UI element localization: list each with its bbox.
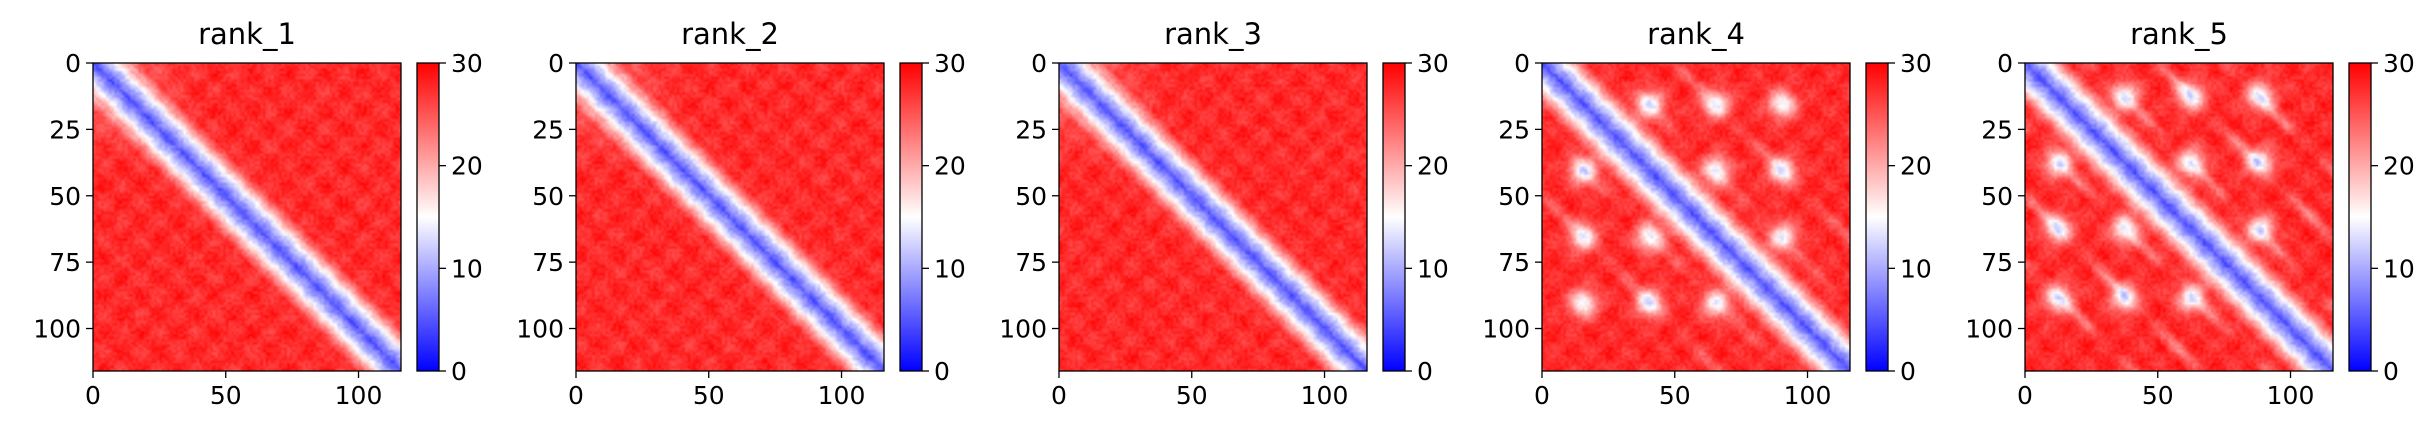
- panel-rank_4: rank_4 0 50 100 0 25 50 75 100 0 10 20 30: [1482, 17, 1932, 410]
- colorbar-tick-label: 30: [451, 49, 483, 78]
- y-tick-label: 75: [49, 248, 81, 277]
- y-tick-label: 25: [532, 115, 564, 144]
- y-tick-label: 75: [1498, 248, 1530, 277]
- y-tick-label: 50: [532, 182, 564, 211]
- y-tick-label: 50: [49, 182, 81, 211]
- plot-frame: [92, 62, 402, 372]
- colorbar-tick-label: 10: [934, 254, 966, 283]
- x-tick-label: 50: [1659, 381, 1691, 410]
- plot-frame: [2024, 62, 2334, 372]
- colorbar: [899, 62, 923, 372]
- y-tick-label: 0: [1031, 49, 1047, 78]
- y-tick-label: 0: [1997, 49, 2013, 78]
- y-tick-label: 25: [1981, 115, 2013, 144]
- panel-title: rank_5: [2130, 17, 2228, 51]
- colorbar: [416, 62, 440, 372]
- panel-title: rank_1: [198, 17, 296, 51]
- x-tick-label: 0: [85, 381, 101, 410]
- x-tick-label: 100: [2267, 381, 2315, 410]
- plot-frame: [1541, 62, 1851, 372]
- panel-title: rank_3: [1164, 17, 1262, 51]
- colorbar-tick-label: 30: [2383, 49, 2415, 78]
- y-tick-label: 100: [516, 315, 564, 344]
- heatmap-image: [2025, 63, 2333, 371]
- plot-frame: [575, 62, 885, 372]
- y-tick-label: 100: [1965, 315, 2013, 344]
- heatmap-image: [1059, 63, 1367, 371]
- panel-title: rank_2: [681, 17, 779, 51]
- colorbar-tick-label: 10: [1417, 254, 1449, 283]
- y-tick-label: 75: [1015, 248, 1047, 277]
- y-tick-label: 75: [532, 248, 564, 277]
- y-tick-label: 25: [1498, 115, 1530, 144]
- colorbar: [1865, 62, 1889, 372]
- x-tick-label: 0: [2017, 381, 2033, 410]
- colorbar-tick-label: 0: [2383, 357, 2399, 386]
- colorbar-tick-label: 0: [934, 357, 950, 386]
- y-tick-label: 50: [1981, 182, 2013, 211]
- panel-rank_2: rank_2 0 50 100 0 25 50 75 100 0 10 20 30: [516, 17, 966, 410]
- panel-rank_1: rank_1 0 50 100 0 25 50 75 100 0 10 20 30: [33, 17, 483, 410]
- x-tick-label: 0: [568, 381, 584, 410]
- y-tick-label: 100: [999, 315, 1047, 344]
- y-tick-label: 0: [548, 49, 564, 78]
- colorbar-tick-label: 0: [451, 357, 467, 386]
- plot-frame: [1058, 62, 1368, 372]
- y-tick-label: 75: [1981, 248, 2013, 277]
- colorbar-tick-label: 10: [2383, 254, 2415, 283]
- x-tick-label: 50: [693, 381, 725, 410]
- colorbar: [1382, 62, 1406, 372]
- x-tick-label: 100: [1301, 381, 1349, 410]
- colorbar-tick-label: 10: [1900, 254, 1932, 283]
- heatmap-image: [1542, 63, 1850, 371]
- colorbar: [2348, 62, 2372, 372]
- x-tick-label: 100: [335, 381, 383, 410]
- y-tick-label: 25: [49, 115, 81, 144]
- colorbar-tick-label: 20: [1900, 152, 1932, 181]
- colorbar-tick-label: 20: [1417, 152, 1449, 181]
- colorbar-tick-label: 30: [934, 49, 966, 78]
- colorbar-tick-label: 30: [1900, 49, 1932, 78]
- panel-title: rank_4: [1647, 17, 1745, 51]
- y-tick-label: 50: [1498, 182, 1530, 211]
- x-tick-label: 0: [1534, 381, 1550, 410]
- colorbar-tick-label: 30: [1417, 49, 1449, 78]
- x-tick-label: 100: [1784, 381, 1832, 410]
- y-tick-label: 0: [65, 49, 81, 78]
- y-tick-label: 100: [1482, 315, 1530, 344]
- colorbar-tick-label: 20: [934, 152, 966, 181]
- y-tick-label: 0: [1514, 49, 1530, 78]
- panel-rank_3: rank_3 0 50 100 0 25 50 75 100 0 10 20 30: [999, 17, 1449, 410]
- panel-rank_5: rank_5 0 50 100 0 25 50 75 100 0 10 20 30: [1965, 17, 2415, 410]
- heatmap-image: [576, 63, 884, 371]
- y-tick-label: 50: [1015, 182, 1047, 211]
- colorbar-tick-label: 10: [451, 254, 483, 283]
- x-tick-label: 100: [818, 381, 866, 410]
- colorbar-tick-label: 20: [2383, 152, 2415, 181]
- heatmap-image: [93, 63, 401, 371]
- y-tick-label: 25: [1015, 115, 1047, 144]
- y-tick-label: 100: [33, 315, 81, 344]
- colorbar-tick-label: 0: [1900, 357, 1916, 386]
- colorbar-tick-label: 0: [1417, 357, 1433, 386]
- x-tick-label: 50: [1176, 381, 1208, 410]
- x-tick-label: 50: [210, 381, 242, 410]
- colorbar-tick-label: 20: [451, 152, 483, 181]
- x-tick-label: 50: [2142, 381, 2174, 410]
- x-tick-label: 0: [1051, 381, 1067, 410]
